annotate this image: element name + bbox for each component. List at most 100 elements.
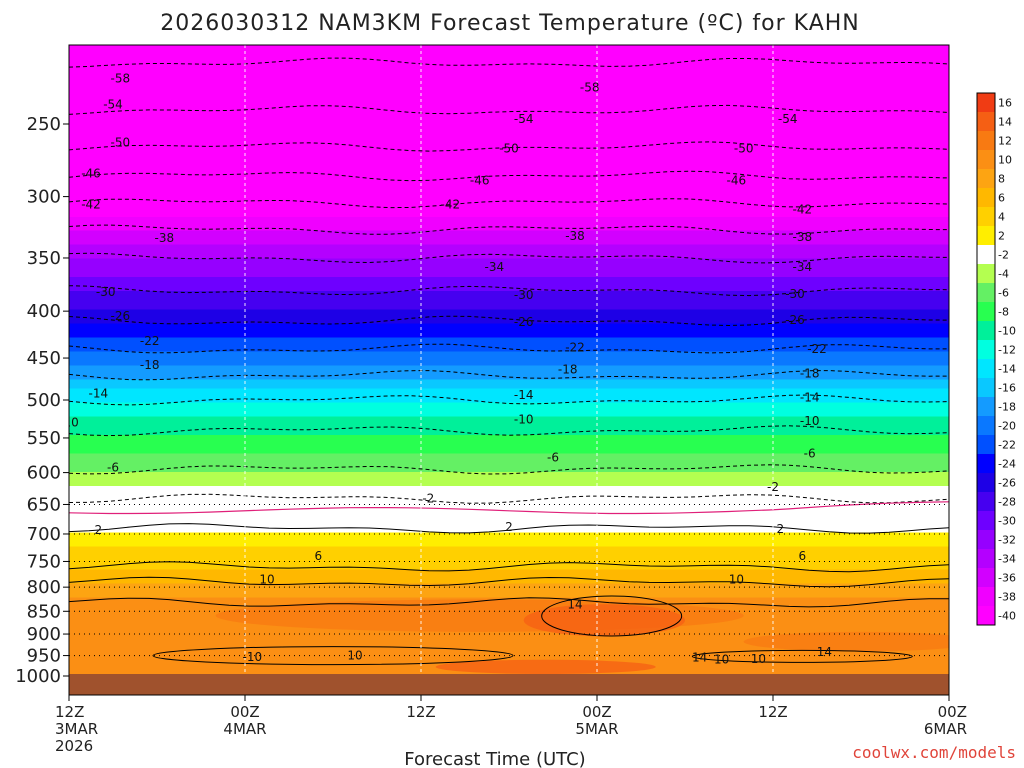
contour-label: -58 (580, 80, 600, 94)
colorbar-label: -4 (998, 268, 1009, 281)
colorbar-label: -24 (998, 458, 1016, 471)
contour-label: 10 (729, 573, 744, 587)
contour-label: -46 (727, 173, 747, 187)
contour-label: -26 (111, 309, 131, 323)
warm-core-east (523, 604, 685, 637)
isotherm--22 (69, 343, 949, 354)
contour-label: -2 (767, 480, 779, 494)
chart-title: 2026030312 NAM3KM Forecast Temperature (… (160, 11, 860, 36)
x-tick-label: 5MAR (575, 720, 618, 738)
contour-label: 10 (259, 573, 274, 587)
x-axis-label: Forecast Time (UTC) (404, 749, 585, 768)
colorbar-label: 6 (998, 192, 1005, 205)
colorbar-label: -38 (998, 591, 1016, 604)
colorbar-label: -16 (998, 382, 1016, 395)
y-tick-label: 550 (27, 428, 61, 449)
contour-label: -50 (734, 142, 754, 156)
contour-label: -14 (89, 387, 109, 401)
contour-label: -38 (793, 230, 813, 244)
contour-label: -18 (140, 358, 160, 372)
colorbar-swatch (977, 169, 995, 188)
contour-label: -34 (793, 260, 813, 274)
colorbar-label: 10 (998, 154, 1012, 167)
contour-label: 14 (567, 598, 582, 612)
colorbar-swatch (977, 283, 995, 302)
contour-label: -50 (499, 142, 519, 156)
contour-label: -14 (800, 391, 820, 405)
contour-label: -54 (778, 112, 798, 126)
contour-label: -10 (243, 650, 263, 664)
colorbar-swatch (977, 549, 995, 568)
x-tick-label: 12Z (406, 703, 435, 721)
contour-label: -26 (785, 313, 805, 327)
contour-label: -26 (514, 315, 534, 329)
colorbar-label: -32 (998, 534, 1016, 547)
colorbar-swatch (977, 340, 995, 359)
y-tick-label: 600 (27, 463, 61, 484)
x-tick-label: 00Z (938, 703, 967, 721)
colorbar-swatch (977, 112, 995, 131)
colorbar-swatch (977, 397, 995, 416)
contour-label: 2 (505, 520, 513, 534)
x-tick-label: 00Z (230, 703, 259, 721)
contour-label: -10 (59, 415, 79, 429)
isotherm-14 (69, 597, 949, 608)
contour-label: -22 (140, 334, 160, 348)
colorbar-swatch (977, 188, 995, 207)
colorbar-swatch (977, 378, 995, 397)
colorbar-label: 14 (998, 116, 1012, 129)
contour-label: 6 (315, 549, 323, 563)
contour-label: 14 (817, 645, 832, 659)
colorbar-swatch (977, 131, 995, 150)
y-tick-label: 450 (27, 348, 61, 369)
contour-label: -6 (107, 460, 119, 474)
contour-label: 10 (714, 653, 729, 667)
colorbar-swatch (977, 587, 995, 606)
colorbar-swatch (977, 226, 995, 245)
colorbar-swatch (977, 264, 995, 283)
ground-surface (69, 674, 949, 695)
colorbar-label: -20 (998, 420, 1016, 433)
y-tick-label: 650 (27, 494, 61, 515)
contour-label: -38 (565, 229, 585, 243)
y-tick-label: 350 (27, 248, 61, 269)
colorbar-swatch (977, 492, 995, 511)
colorbar-label: 2 (998, 230, 1005, 243)
contour-label: -6 (547, 451, 559, 465)
contour-label: 2 (95, 523, 103, 537)
y-tick-label: 800 (27, 577, 61, 598)
x-tick-label: 12Z (55, 703, 84, 721)
x-tick-label: 00Z (582, 703, 611, 721)
y-tick-label: 1000 (15, 666, 61, 687)
colorbar-swatch (977, 416, 995, 435)
color-scale-legend: 16 14 12 10 8 6 4 2 -2 -4 -6 -8 -10 -12 -14 -16 -18 -20 -2… (976, 92, 1016, 626)
y-tick-label: 700 (27, 524, 61, 545)
freezing-level-line (69, 501, 949, 515)
y-tick-label: 500 (27, 390, 61, 411)
y-tick-label: 750 (27, 551, 61, 572)
x-tick-label: 3MAR (55, 720, 98, 738)
contour-label: -34 (485, 260, 505, 274)
colorbar-swatch (977, 150, 995, 169)
colorbar-label: -26 (998, 477, 1016, 490)
isotherm-2 (69, 523, 949, 534)
isotherm-10 (69, 576, 949, 588)
warm-core-right (743, 631, 949, 652)
colorbar-label: -8 (998, 306, 1009, 319)
colorbar-label: -34 (998, 553, 1016, 566)
contour-label: -22 (565, 340, 585, 354)
isotherm-14-east-loop (691, 649, 913, 663)
contour-label: 10 (751, 652, 766, 666)
contour-label: -58 (111, 71, 131, 85)
x-tick-label: 4MAR (223, 720, 266, 738)
isotherm--2 (69, 493, 949, 504)
contour-label: -18 (558, 362, 578, 376)
colorbar-swatch (977, 568, 995, 587)
isotherm-10-low-loop (152, 646, 514, 666)
contour-label: -42 (441, 197, 461, 211)
x-tick-label: 2026 (55, 737, 93, 755)
colorbar-label: -36 (998, 572, 1016, 585)
site-credit: coolwx.com/models (852, 743, 1016, 762)
